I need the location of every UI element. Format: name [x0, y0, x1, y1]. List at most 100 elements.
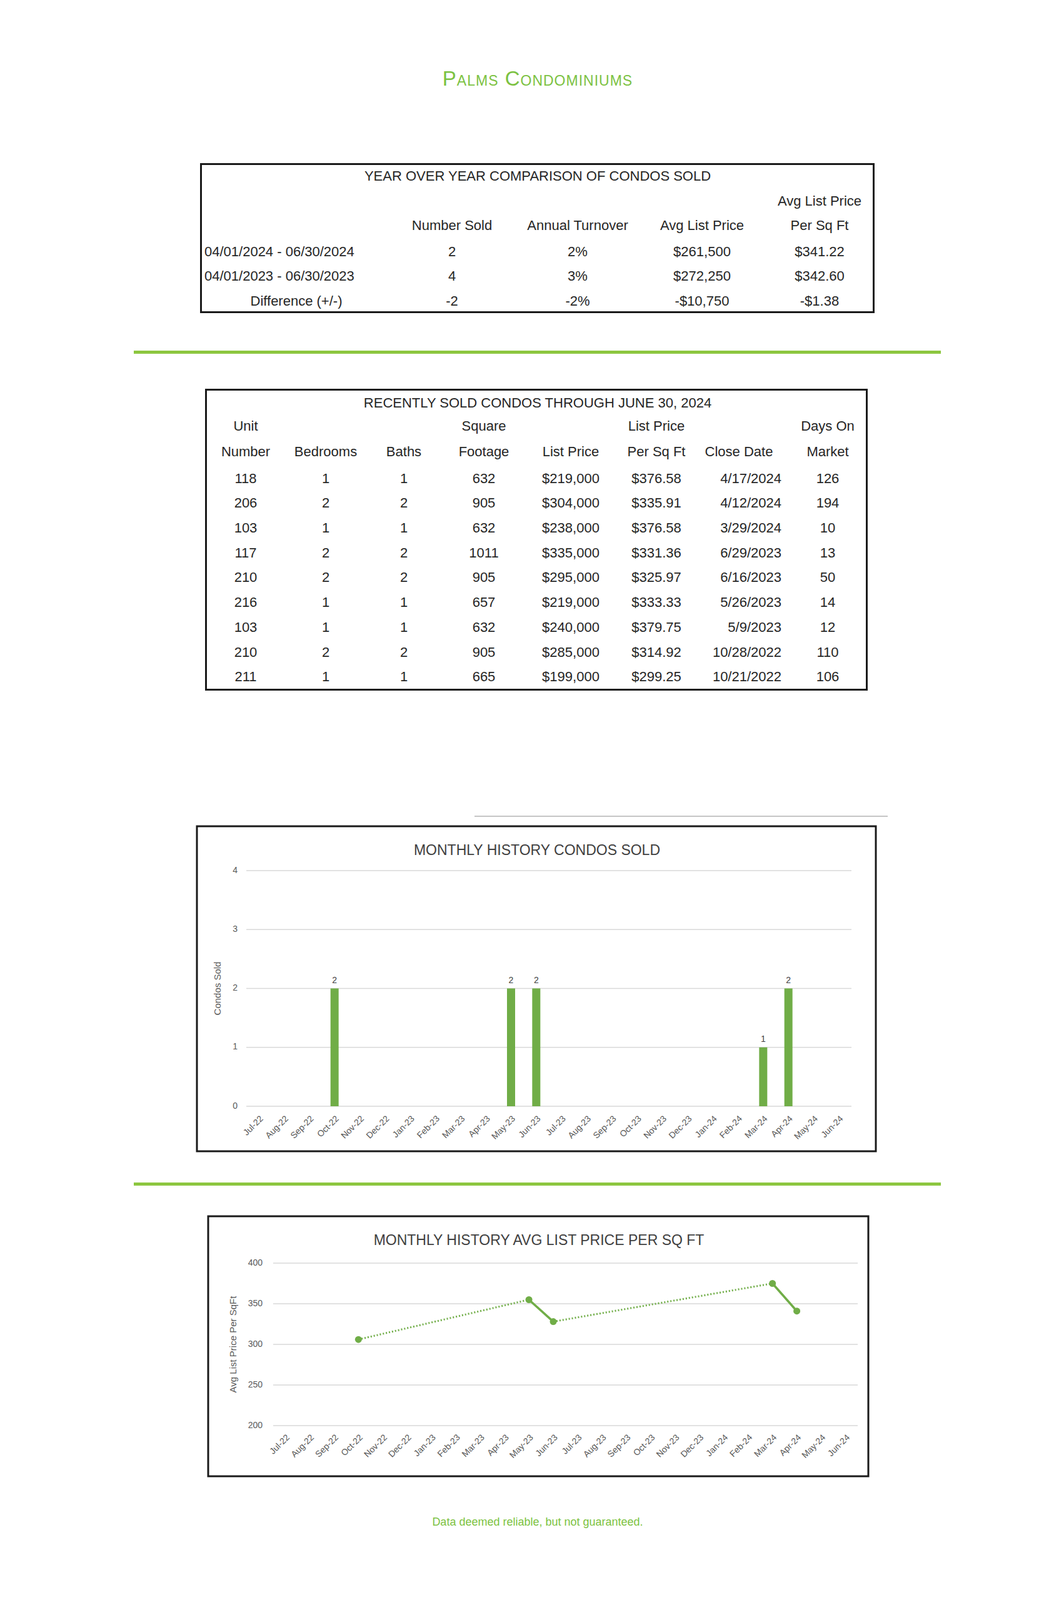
x-tick-label: Apr-23	[466, 1113, 492, 1140]
x-tick-label: Jun-23	[516, 1113, 543, 1140]
chart-frame	[208, 1216, 869, 1477]
x-tick-label: Dec-23	[678, 1432, 706, 1460]
sold-cell: 905	[296, 643, 672, 663]
sold-column-header: Unit	[58, 416, 434, 437]
sold-cell: 2	[216, 493, 592, 514]
sold-cell: $304,000	[383, 493, 759, 514]
data-label: 2	[785, 975, 791, 986]
x-tick-label: Oct-22	[315, 1113, 341, 1140]
yoy-row-label: 04/01/2024 - 06/30/2024	[204, 242, 355, 262]
marker	[550, 1318, 558, 1326]
x-tick-label: Apr-24	[777, 1432, 803, 1458]
sold-cell: $314.92	[468, 643, 844, 663]
sold-column-header: Market	[640, 442, 1016, 462]
sold-cell: 14	[640, 593, 1016, 613]
x-tick-label: Jul-23	[559, 1432, 584, 1456]
sold-cell: 110	[640, 643, 1016, 663]
x-tick-label: Aug-23	[565, 1113, 593, 1141]
sold-cell: 1	[138, 618, 514, 638]
sold-cell: 10	[640, 518, 1016, 539]
gap-connector	[553, 1284, 773, 1323]
sold-column-header: Per Sq Ft	[468, 442, 844, 462]
sold-cell: 1	[216, 618, 592, 638]
sold-column-header: Square	[296, 416, 672, 437]
bar	[532, 988, 541, 1108]
sold-cell: $219,000	[383, 469, 759, 489]
sold-cell: 211	[58, 667, 434, 688]
x-tick-label: Jan-23	[390, 1113, 417, 1140]
bar	[330, 988, 339, 1108]
data-label: 2	[533, 975, 539, 986]
sold-column-header: Close Date	[551, 442, 927, 462]
grid-line	[273, 1384, 858, 1386]
sold-cell: $333.33	[468, 593, 844, 613]
sold-cell: 2	[138, 643, 514, 663]
x-tick-label: Aug-23	[580, 1432, 608, 1460]
sold-cell: $299.25	[468, 667, 844, 688]
sold-column-header: Bedrooms	[138, 442, 514, 462]
grid-line	[273, 1344, 858, 1346]
x-tick-label: Feb-23	[415, 1113, 442, 1141]
sold-cell: 103	[58, 518, 434, 539]
sold-cell: 210	[58, 568, 434, 588]
x-tick-label: Nov-22	[338, 1113, 366, 1141]
sold-cell: 2	[216, 568, 592, 588]
footer-note: Data deemed reliable, but not guaranteed…	[350, 1514, 726, 1531]
page-title: Palms Condominiums	[350, 64, 726, 94]
x-tick-label: May-23	[489, 1113, 517, 1141]
sold-column-header: List Price	[468, 416, 844, 437]
x-tick-label: Nov-23	[641, 1113, 669, 1141]
x-tick-label: Dec-22	[363, 1113, 391, 1141]
marker	[768, 1280, 776, 1288]
x-tick-label: Jan-24	[692, 1113, 719, 1140]
x-tick-label: Oct-23	[631, 1432, 658, 1458]
sold-cell: 6/16/2023	[468, 568, 782, 588]
x-tick-label: Oct-22	[338, 1432, 365, 1458]
sold-cell: 2	[138, 568, 514, 588]
yoy-table-frame	[200, 163, 875, 314]
line-series	[772, 1284, 798, 1312]
sold-cell: $335.91	[468, 493, 844, 514]
sold-cell: 1011	[296, 543, 672, 564]
sold-cell: 12	[640, 618, 1016, 638]
sold-cell: $325.97	[468, 568, 844, 588]
sold-cell: 216	[58, 593, 434, 613]
page: Palms Condominiums YEAR OVER YEAR COMPARI…	[0, 0, 1044, 1600]
sold-cell: $219,000	[383, 593, 759, 613]
sold-cell: 1	[216, 518, 592, 539]
chart: MONTHLY HISTORY CONDOS SOLD01234Condos S…	[196, 826, 876, 1152]
rule	[474, 816, 888, 818]
sold-cell: 6/29/2023	[468, 543, 782, 564]
y-tick-label: 1	[232, 1041, 238, 1052]
yoy-table-title: YEAR OVER YEAR COMPARISON OF CONDOS SOLD	[350, 166, 726, 187]
y-tick-label: 3	[232, 923, 238, 934]
sold-cell: 117	[58, 543, 434, 564]
x-tick-label: Feb-24	[727, 1432, 755, 1460]
grid-line	[273, 1303, 858, 1305]
x-tick-label: Nov-22	[361, 1432, 389, 1460]
x-tick-label: Sep-22	[288, 1113, 316, 1141]
yoy-row-label: Difference (+/-)	[108, 291, 484, 312]
x-tick-label: May-24	[792, 1113, 820, 1141]
x-tick-label: Feb-24	[717, 1113, 745, 1141]
sold-cell: 2	[216, 543, 592, 564]
x-tick-label: Mar-24	[752, 1432, 779, 1460]
chart-frame	[196, 826, 876, 1152]
marker	[355, 1336, 362, 1344]
bar	[758, 1047, 768, 1107]
sold-cell: $240,000	[383, 618, 759, 638]
yoy-cell: $341.22	[632, 242, 1008, 262]
data-label: 1	[760, 1033, 766, 1044]
sold-cell: 4/17/2024	[468, 469, 782, 489]
sold-cell: 1	[138, 518, 514, 539]
bar	[784, 988, 793, 1108]
sold-cell: 1	[216, 469, 592, 489]
sold-cell: 10/28/2022	[468, 643, 782, 663]
sold-cell: $199,000	[383, 667, 759, 688]
sold-cell: 1	[216, 593, 592, 613]
y-tick-label: 250	[248, 1379, 264, 1390]
sold-cell: $331.36	[468, 543, 844, 564]
yoy-column-header: Per Sq Ft	[632, 216, 1008, 236]
sold-column-header: Footage	[296, 442, 672, 462]
y-tick-label: 2	[232, 982, 238, 993]
